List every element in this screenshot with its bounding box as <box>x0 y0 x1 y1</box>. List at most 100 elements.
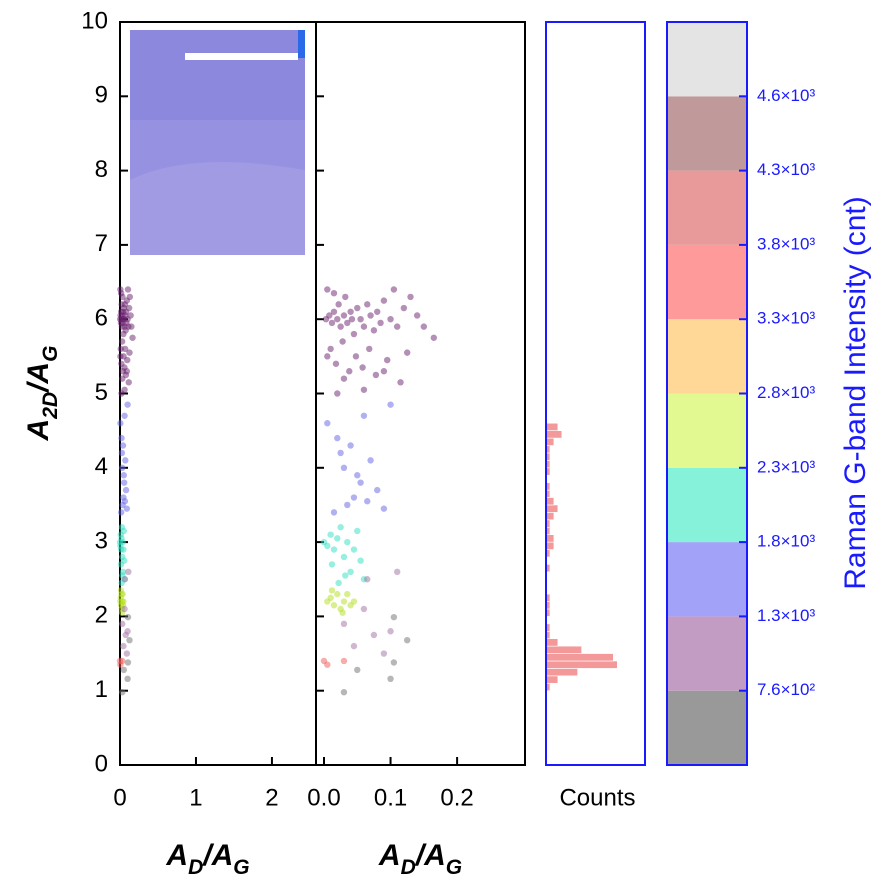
data-point <box>334 390 341 397</box>
data-point <box>364 576 371 583</box>
data-point <box>350 598 358 605</box>
data-point <box>346 368 353 375</box>
colorbar-band <box>667 542 747 617</box>
data-point <box>370 327 378 334</box>
data-point <box>390 659 398 666</box>
data-point <box>118 434 125 442</box>
colorbar-tick-label: 4.3×10³ <box>757 160 815 179</box>
data-point <box>120 546 127 553</box>
data-point <box>394 323 401 330</box>
data-point <box>330 602 338 609</box>
axis-label-part: A <box>165 839 188 872</box>
data-point <box>350 330 358 338</box>
data-point <box>119 688 126 696</box>
data-point <box>124 401 131 408</box>
hist-bar <box>545 504 559 513</box>
colorbar-band <box>667 244 747 320</box>
data-point <box>327 345 334 353</box>
data-point <box>334 535 341 542</box>
data-point <box>357 557 364 564</box>
data-point <box>120 479 128 486</box>
data-point <box>126 636 133 644</box>
data-point <box>400 304 408 312</box>
data-point <box>340 375 348 382</box>
data-point <box>334 316 341 323</box>
data-point <box>380 368 388 375</box>
hist-bar <box>545 497 555 506</box>
data-point <box>342 572 349 579</box>
data-point <box>407 293 414 301</box>
data-point <box>124 628 131 635</box>
data-point <box>340 657 348 665</box>
y-tick-label: 1 <box>95 676 108 703</box>
data-point <box>324 661 331 668</box>
hist-bar <box>545 534 555 543</box>
colorbar-band <box>667 616 747 691</box>
hist-bar <box>545 645 582 654</box>
data-point <box>337 323 344 330</box>
data-point <box>123 368 131 375</box>
colorbar-label: Raman G-band Intensity (cnt) <box>839 196 872 590</box>
data-point <box>125 568 132 576</box>
x-tick-label: 2 <box>265 784 278 811</box>
data-point <box>364 498 371 505</box>
data-point <box>125 379 132 386</box>
data-point <box>324 286 331 293</box>
data-point <box>122 457 129 464</box>
data-point <box>339 338 346 345</box>
data-point <box>124 659 132 666</box>
y-tick-label: 2 <box>95 602 108 629</box>
data-point <box>367 312 374 319</box>
axis-label-part: D <box>401 856 416 879</box>
data-point <box>117 509 125 516</box>
data-point <box>117 289 125 297</box>
data-point <box>119 375 126 382</box>
data-point <box>332 360 340 367</box>
data-point <box>118 449 126 457</box>
y-tick-label: 7 <box>95 230 108 257</box>
data-point <box>348 316 356 323</box>
data-point <box>364 301 371 308</box>
data-point <box>334 590 341 598</box>
data-point <box>420 323 428 330</box>
data-point <box>357 479 364 486</box>
data-point <box>117 420 124 427</box>
data-point <box>342 293 349 301</box>
data-point <box>340 553 348 561</box>
colorbar-tick-label: 7.6×10² <box>757 680 815 699</box>
data-point <box>121 412 128 419</box>
data-point <box>330 289 338 297</box>
data-point <box>335 579 342 587</box>
hist-bar <box>545 653 614 662</box>
data-point <box>127 312 134 319</box>
data-point <box>344 501 351 509</box>
data-point <box>121 386 128 393</box>
data-point <box>339 609 346 616</box>
data-point <box>370 631 378 639</box>
data-point <box>121 345 129 353</box>
data-point <box>123 505 131 512</box>
data-point <box>119 464 126 471</box>
colorbar-band <box>667 393 747 468</box>
data-point <box>120 642 127 650</box>
x-axis-label: Counts <box>559 784 635 811</box>
data-point <box>372 371 380 379</box>
data-point <box>354 472 361 479</box>
data-point <box>377 319 384 327</box>
data-point <box>357 316 364 323</box>
hist-bar <box>545 668 578 677</box>
axis-label-part: /A <box>414 839 446 872</box>
y-tick-label: 9 <box>95 82 108 109</box>
data-point <box>122 486 130 494</box>
photo-edge <box>298 30 305 58</box>
data-point <box>384 356 391 364</box>
data-point <box>121 576 129 583</box>
data-point <box>117 587 125 594</box>
y-tick-label: 10 <box>81 7 108 34</box>
data-point <box>125 304 133 312</box>
data-point <box>367 457 374 464</box>
data-point <box>360 386 368 393</box>
data-point <box>350 642 358 650</box>
y-tick-label: 3 <box>95 527 108 554</box>
